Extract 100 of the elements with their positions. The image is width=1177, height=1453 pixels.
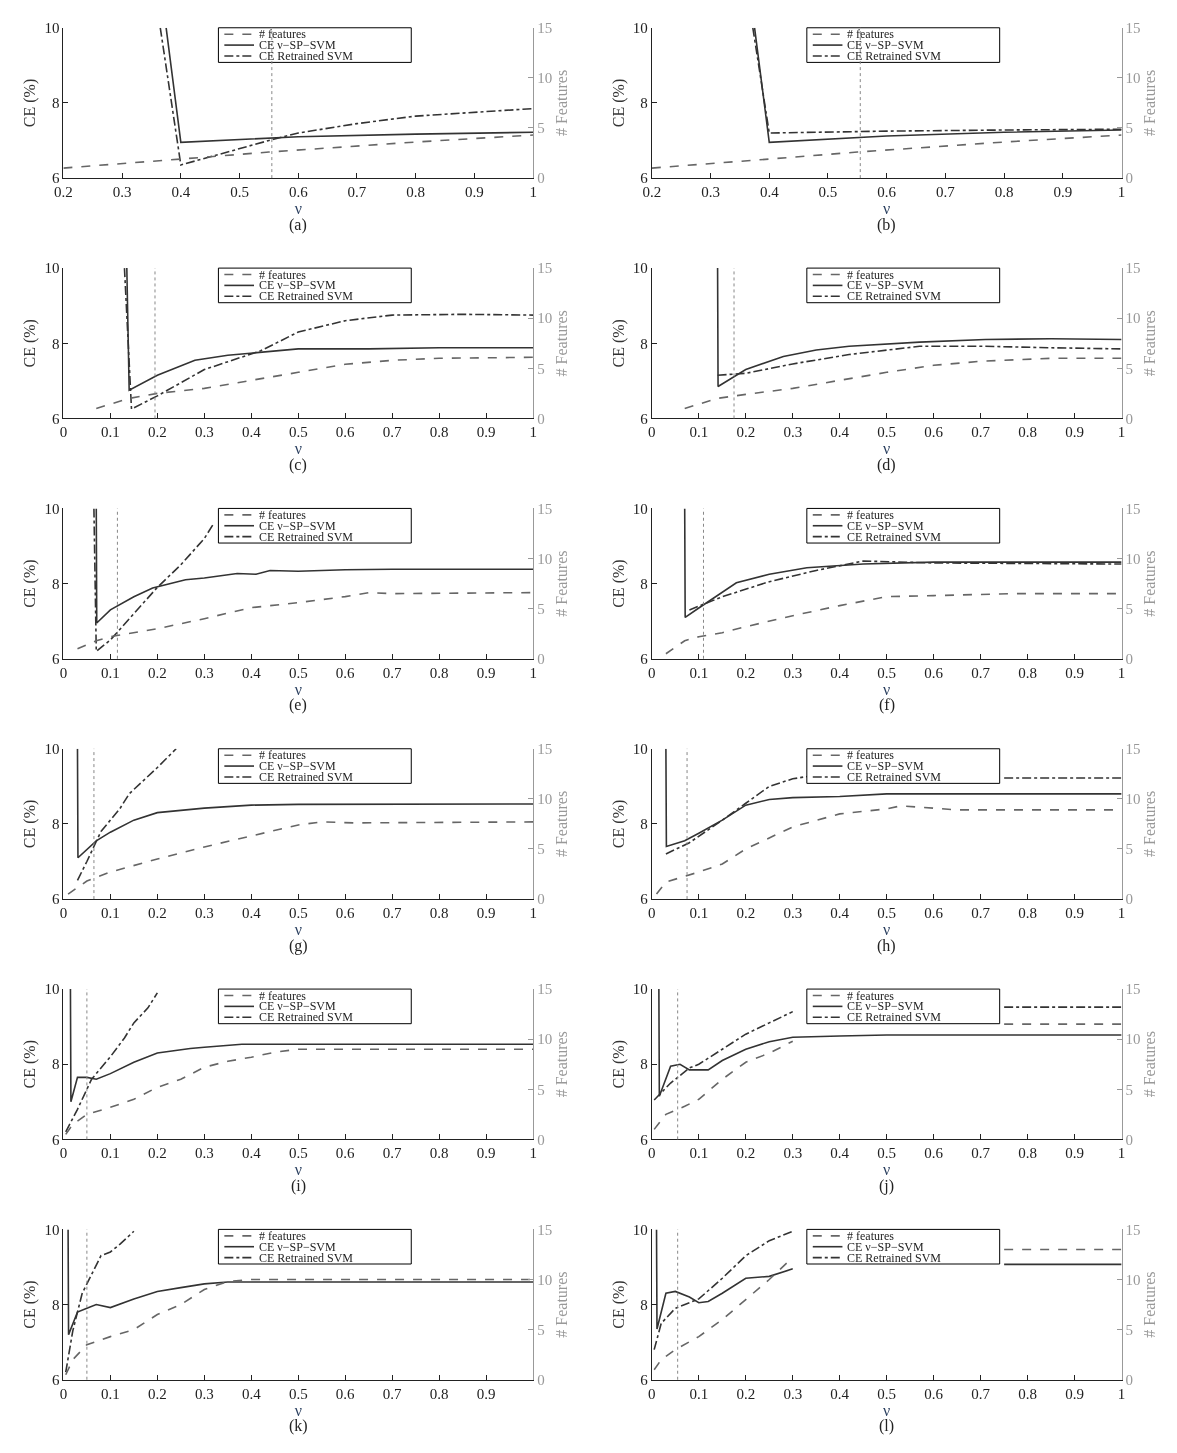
line-series: [651, 134, 1122, 169]
x-axis-title: ν: [883, 1161, 891, 1179]
y-tick-label: 6: [51, 1371, 60, 1388]
x-tick-label: 0.7: [936, 184, 956, 201]
legend-label: CE Retrained SVM: [259, 530, 354, 544]
y2-tick-label: 5: [537, 1081, 545, 1098]
y-tick-label: 6: [51, 410, 60, 427]
y-tick-label: 10: [44, 981, 60, 998]
legend-label: CE Retrained SVM: [259, 770, 354, 784]
y2-tick-label: 10: [537, 1271, 553, 1288]
legend-label: CE Retrained SVM: [259, 289, 354, 303]
x-tick-label: 0.9: [476, 664, 496, 681]
y2-tick-label: 10: [537, 70, 553, 87]
x-axis-title: ν: [294, 1401, 302, 1419]
x-tick-label: 0.6: [335, 664, 356, 681]
x-tick-label: 0.2: [736, 664, 756, 681]
x-tick-label: 0.3: [783, 1145, 803, 1162]
x-tick-label: 0.5: [877, 424, 897, 441]
text: (e): [289, 696, 307, 714]
x-tick-label: 0.2: [736, 424, 756, 441]
line-series: [653, 1230, 794, 1351]
x-tick-label: 0.1: [689, 424, 709, 441]
x-tick-label: 0.2: [147, 905, 167, 922]
y-tick-label: 6: [640, 1131, 649, 1148]
y-tick-label: 10: [632, 981, 648, 998]
x-tick-label: 0.7: [347, 184, 367, 201]
x-tick-label: 0.7: [382, 1385, 403, 1402]
x-tick-label: 0.7: [971, 664, 991, 681]
x-tick-label: 0.7: [971, 1145, 991, 1162]
y2-tick-label: 15: [1125, 20, 1141, 37]
y2-tick-label: 10: [1125, 791, 1141, 808]
y2-tick-label: 5: [1125, 1321, 1134, 1338]
legend-label: # features: [259, 1229, 307, 1243]
line-series: [159, 27, 534, 166]
x-axis-title: ν: [294, 680, 302, 698]
legend-label: CE Retrained SVM: [847, 530, 942, 544]
y2-tick-label: 10: [537, 310, 553, 327]
x-tick-label: 0.6: [924, 905, 944, 922]
x-tick-label: 0: [648, 1385, 656, 1402]
y2-tick-label: 0: [537, 410, 545, 427]
x-tick-label: 1: [529, 424, 537, 441]
x-tick-label: 0.6: [335, 424, 356, 441]
x-tick-label: 0.8: [429, 1145, 449, 1162]
legend-label: CE ν−SP−SVM: [259, 519, 336, 533]
y2-tick-label: 5: [537, 1321, 545, 1338]
legend-label: CE Retrained SVM: [847, 289, 942, 303]
x-tick-label: 0.7: [382, 424, 403, 441]
x-tick-label: 1: [529, 1145, 537, 1162]
y-tick-label: 10: [632, 1221, 648, 1238]
x-tick-label: 0.1: [101, 1145, 120, 1162]
x-tick-label: 0: [59, 1385, 68, 1402]
x-tick-label: 0.9: [1065, 1145, 1084, 1162]
x-tick-label: 0.2: [642, 184, 662, 201]
y-tick-label: 10: [632, 500, 648, 517]
y2-tick-label: 0: [537, 1371, 545, 1388]
y2-tick-label: 10: [1125, 70, 1141, 87]
legend-label: CE ν−SP−SVM: [259, 1240, 336, 1254]
y2-tick-label: 10: [537, 791, 553, 808]
y-tick-label: 6: [51, 170, 60, 187]
x-tick-label: 1: [529, 184, 537, 201]
x-axis-title: ν: [883, 440, 891, 458]
legend-label: # features: [259, 508, 307, 522]
text: (i): [291, 1177, 307, 1195]
x-tick-label: 0.3: [701, 184, 720, 201]
x-tick-label: 0.4: [830, 1385, 850, 1402]
x-tick-label: 0.2: [147, 664, 167, 681]
y-tick-label: 10: [44, 1221, 60, 1238]
y2-tick-label: 10: [1125, 1271, 1141, 1288]
x-tick-label: 0.2: [147, 1145, 167, 1162]
y2-axis-title: # Features: [552, 310, 570, 377]
y-tick-label: 8: [51, 1296, 60, 1313]
x-tick-label: 0.2: [147, 1385, 167, 1402]
x-tick-label: 0.9: [1065, 424, 1084, 441]
y2-tick-label: 0: [1125, 891, 1134, 908]
x-tick-label: 0.1: [689, 1385, 709, 1402]
x-tick-label: 0.7: [971, 1385, 991, 1402]
y2-axis-title: # Features: [1141, 1271, 1159, 1338]
x-tick-label: 1: [529, 664, 537, 681]
x-tick-label: 0.7: [971, 424, 991, 441]
x-tick-label: 0.4: [241, 664, 262, 681]
y-axis-title: CE (%): [609, 1280, 628, 1329]
x-tick-label: 0.3: [783, 905, 803, 922]
line-series: [67, 821, 534, 895]
y2-axis-title: # Features: [1141, 550, 1159, 617]
x-tick-label: 0: [648, 1145, 656, 1162]
x-tick-label: 0.1: [689, 664, 709, 681]
legend-label: CE ν−SP−SVM: [259, 38, 336, 52]
x-tick-label: 0.9: [465, 184, 484, 201]
x-tick-label: 0: [59, 664, 68, 681]
legend-label: # features: [847, 748, 895, 762]
y-tick-label: 8: [51, 335, 60, 352]
x-tick-label: 0.4: [241, 1385, 262, 1402]
y-tick-label: 10: [44, 260, 60, 277]
y2-tick-label: 15: [1125, 260, 1141, 277]
x-tick-label: 1: [1117, 1145, 1126, 1162]
y2-tick-label: 5: [1125, 120, 1134, 137]
y-tick-label: 6: [51, 651, 60, 668]
line-series: [716, 268, 1122, 388]
x-tick-label: 0.6: [924, 1385, 944, 1402]
y-tick-label: 6: [640, 170, 649, 187]
